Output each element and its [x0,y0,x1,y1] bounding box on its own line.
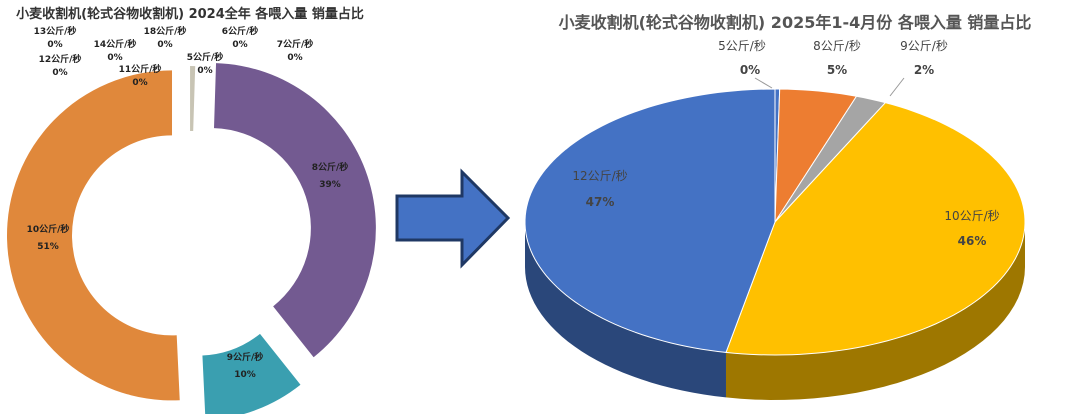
pie-slice [725,102,1026,356]
donut-segment [214,63,376,358]
pie-sides [525,222,1025,400]
data-label-value: 39% [319,180,341,190]
data-label-value: 0% [107,53,122,63]
data-label-category: 9公斤/秒 [900,39,948,53]
data-label-value: 0% [52,68,67,78]
data-label-value: 0% [232,40,247,50]
pie-slice-side [525,222,726,398]
data-label-category: 12公斤/秒 [572,169,627,183]
pie-slice [524,88,776,353]
pie-3d-chart: 5公斤/秒 0% 8公斤/秒 5% 9公斤/秒 2% 10公斤/秒 46% 12公斤/秒 47% [524,39,1026,400]
leader-line [889,77,905,97]
data-label-category: 5公斤/秒 [718,39,766,53]
data-label-category: 9公斤/秒 [227,351,264,363]
right-chart-title: 小麦收割机(轮式谷物收割机) 2025年1-4月份 各喂入量 销量占比 [559,13,1032,32]
data-label-category: 13公斤/秒 [34,25,77,37]
data-label-value: 0% [287,53,302,63]
data-label-category: 8公斤/秒 [813,39,861,53]
data-label-category: 14公斤/秒 [94,38,137,50]
donut-segment [190,66,196,132]
data-label-value: 0% [157,40,172,50]
pie-slice [774,88,858,224]
data-label-value: 2% [914,63,934,77]
donut-segment [7,70,180,401]
data-label-value: 47% [586,195,615,209]
data-label-category: 12公斤/秒 [39,53,82,65]
data-label-category: 6公斤/秒 [222,25,259,37]
data-label-category: 8公斤/秒 [312,161,349,173]
data-label-category: 18公斤/秒 [144,25,187,37]
leader-line [754,77,773,89]
data-label-category: 10公斤/秒 [944,209,999,223]
data-label-value: 0% [47,40,62,50]
donut-segment [202,333,301,418]
data-label-category: 11公斤/秒 [119,63,162,75]
data-label-value: 0% [132,78,147,88]
left-chart-title: 小麦收割机(轮式谷物收割机) 2024全年 各喂入量 销量占比 [16,6,364,22]
data-label-value: 5% [827,63,847,77]
right-arrow-icon [395,168,511,269]
data-label-value: 10% [234,370,256,380]
pie-slice-side [725,222,1025,400]
data-label-value: 0% [740,63,760,77]
data-label-value: 51% [37,242,59,252]
donut-chart: 8公斤/秒39%9公斤/秒10%10公斤/秒51%5公斤/秒0%11公斤/秒0%… [7,25,376,418]
data-label-category: 5公斤/秒 [187,51,224,63]
data-label-category: 10公斤/秒 [27,223,70,235]
data-label-value: 46% [958,234,987,248]
data-label-value: 0% [197,66,212,76]
data-label-category: 7公斤/秒 [277,38,314,50]
